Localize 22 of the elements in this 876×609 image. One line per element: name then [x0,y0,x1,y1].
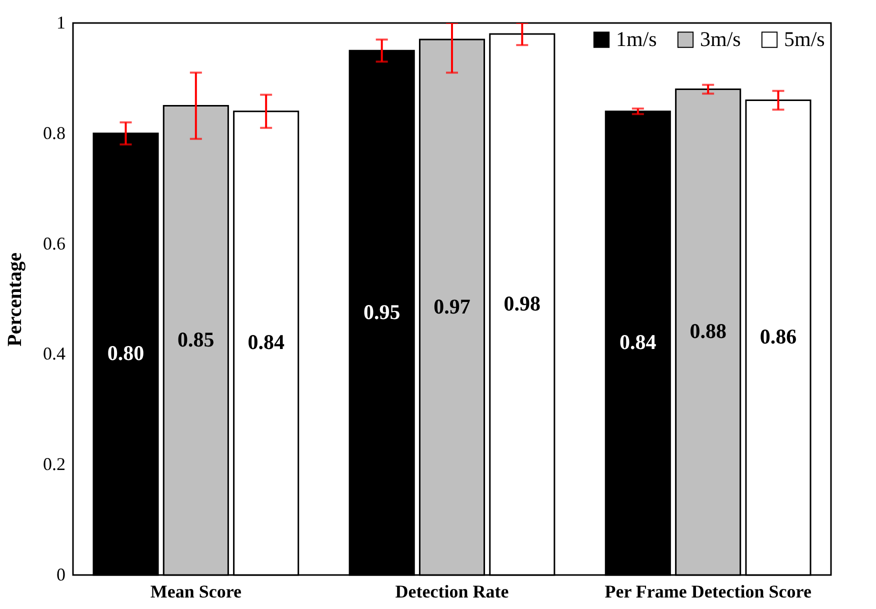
x-tick-label: Detection Rate [395,582,509,602]
y-tick-label: 0.2 [43,454,66,474]
y-tick-label: 0 [56,564,66,584]
data-label: 0.84 [620,330,657,354]
data-label: 0.80 [107,341,144,366]
data-label: 0.88 [690,319,726,344]
y-tick-label: 0.4 [43,344,66,364]
data-label: 0.97 [434,294,470,318]
y-tick-label: 1 [56,12,66,32]
data-label: 0.84 [248,330,285,354]
data-label: 0.86 [760,324,797,349]
y-tick-label: 0.8 [43,122,66,143]
data-label: 0.95 [363,300,400,324]
legend-label: 1m/s [616,26,657,51]
data-label: 0.98 [504,292,541,316]
y-axis-title: Percentage [4,252,26,347]
x-tick-label: Per Frame Detection Score [604,582,812,602]
legend-label: 3m/s [700,26,741,51]
legend-label: 5m/s [784,26,825,51]
data-label: 0.85 [178,327,214,352]
y-tick-label: 0.6 [43,233,66,254]
x-tick-label: Mean Score [150,582,242,602]
